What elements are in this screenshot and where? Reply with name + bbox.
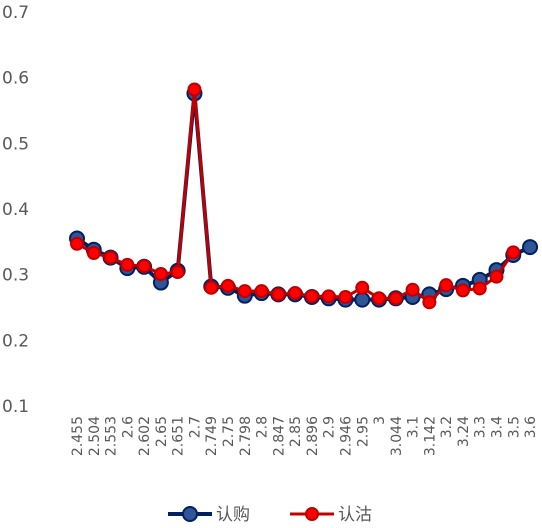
data-point — [489, 269, 504, 284]
data-point — [288, 286, 303, 301]
data-point — [137, 259, 152, 274]
data-point — [103, 250, 118, 265]
series-1 — [69, 85, 539, 308]
data-point — [338, 289, 353, 304]
x-tick-label: 2.455 — [70, 416, 86, 456]
data-point — [254, 284, 269, 299]
y-tick-label: 0.7 — [2, 3, 29, 23]
data-point — [170, 265, 185, 280]
data-point — [355, 280, 370, 295]
plot-area — [69, 82, 539, 310]
data-point — [187, 82, 202, 97]
y-tick-label: 0.1 — [2, 397, 29, 417]
data-point — [70, 236, 84, 251]
x-tick-label: 2.75 — [221, 416, 237, 447]
data-point — [455, 283, 470, 298]
y-tick-label: 0.6 — [2, 69, 29, 89]
data-point — [522, 239, 539, 256]
data-point — [439, 278, 454, 293]
x-tick-label: 3.142 — [422, 416, 438, 456]
x-tick-label: 2.847 — [271, 416, 287, 456]
legend: 认购 认沽 — [168, 505, 372, 525]
data-point — [372, 291, 387, 306]
x-tick-label: 3.24 — [456, 416, 472, 447]
data-point — [86, 245, 101, 260]
y-tick-label: 0.3 — [2, 266, 29, 286]
x-tick-label: 2.6 — [120, 416, 136, 438]
y-axis: 0.1 0.2 0.3 0.4 0.5 0.6 0.7 — [2, 3, 29, 417]
x-tick-label: 3.044 — [389, 416, 405, 456]
x-tick-label: 3.3 — [473, 416, 489, 438]
x-tick-label: 2.553 — [104, 416, 120, 456]
data-point — [321, 289, 336, 304]
x-tick-label: 2.8 — [255, 416, 271, 438]
legend-label: 认购 — [216, 505, 250, 525]
x-tick-label: 3.5 — [506, 416, 522, 438]
legend-marker — [305, 507, 319, 521]
x-tick-label: 3.1 — [406, 416, 422, 438]
data-point — [472, 281, 487, 296]
y-tick-label: 0.4 — [2, 200, 29, 220]
x-tick-label: 2.602 — [137, 416, 153, 456]
x-tick-label: 2.749 — [204, 416, 220, 456]
x-tick-label: 2.504 — [87, 416, 103, 456]
x-axis: 2.455 2.504 2.553 2.6 2.602 2.65 2.651 2.7 2.749… — [70, 416, 539, 456]
legend-item: 认购 — [168, 505, 250, 525]
x-tick-label: 2.85 — [288, 416, 304, 447]
x-tick-label: 2.95 — [355, 416, 371, 447]
data-point — [237, 284, 252, 299]
y-tick-label: 0.2 — [2, 331, 29, 351]
data-point — [221, 278, 236, 293]
x-tick-label: 2.7 — [187, 416, 203, 438]
y-tick-label: 0.5 — [2, 134, 29, 154]
data-point — [422, 295, 437, 310]
x-tick-label: 2.651 — [171, 416, 187, 456]
series-2 — [70, 82, 521, 310]
data-point — [271, 287, 286, 302]
data-point — [120, 257, 135, 272]
x-tick-label: 3.6 — [523, 416, 539, 438]
legend-marker — [182, 506, 198, 522]
x-tick-label: 2.9 — [322, 416, 338, 438]
x-tick-label: 2.946 — [338, 416, 354, 456]
x-tick-label: 3.4 — [490, 416, 506, 438]
data-point — [506, 245, 521, 260]
data-point — [204, 280, 219, 295]
data-point — [304, 289, 319, 304]
data-point — [153, 267, 168, 282]
data-point — [388, 291, 403, 306]
x-tick-label: 3.2 — [439, 416, 455, 438]
x-tick-label: 2.65 — [154, 416, 170, 447]
x-tick-label: 2.896 — [305, 416, 321, 456]
x-tick-label: 2.798 — [238, 416, 254, 456]
legend-label: 认沽 — [338, 505, 372, 525]
data-point — [405, 282, 420, 297]
legend-item: 认沽 — [290, 505, 372, 525]
x-tick-label: 3 — [372, 416, 388, 425]
